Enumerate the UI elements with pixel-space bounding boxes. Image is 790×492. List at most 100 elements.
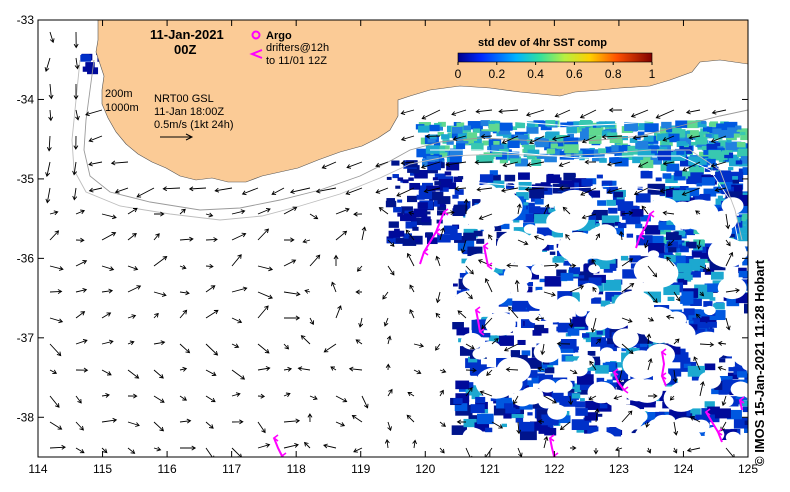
sst-pixel [608,292,615,297]
sst-pixel [546,174,561,184]
current-arrow [387,421,392,432]
sst-pixel [497,335,514,346]
current-arrow [543,436,549,449]
drifter-arrow [738,396,745,404]
current-arrow [478,213,493,220]
sst-pixel [675,230,686,237]
sst-pixel [729,391,735,396]
sst-pixel [577,278,592,287]
sst-pixel [714,134,723,140]
current-arrow [717,340,727,346]
sst-pixel [410,211,420,218]
current-arrow [479,390,493,397]
current-arrow [205,395,216,403]
current-arrow [581,135,597,144]
sst-pixel [587,426,599,434]
sst-pixel [701,146,710,151]
sst-pixel [728,367,736,372]
sst-pixel [535,286,543,292]
sst-pixel [505,151,512,155]
cloud-gap [717,276,747,300]
sst-pixel [553,151,561,157]
sst-pixel [414,170,428,179]
sst-pixel [742,167,748,175]
sst-pixel [684,274,693,281]
sst-pixel [594,125,602,130]
cloud-gap [477,441,490,452]
drifter-track [613,371,625,391]
plot-frame [37,19,749,458]
sst-pixel [663,284,680,296]
sst-pixel [599,331,607,336]
sst-pixel [541,364,548,369]
current-arrow [409,309,415,319]
sst-pixel [621,347,628,352]
cloud-gap [588,264,601,274]
sst-pixel [529,188,545,199]
sst-pixel [395,238,405,244]
sst-pixel [635,140,649,149]
current-arrow [551,135,571,142]
sst-pixel [591,297,602,304]
sst-pixel [437,196,451,205]
sst-pixel [606,427,622,437]
cloud-gap [622,423,635,433]
sst-pixel [434,181,441,186]
sst-pixel [401,206,413,214]
current-arrow [648,393,658,399]
current-arrow [452,135,467,141]
sst-pixel [455,393,470,402]
current-arrow [179,236,194,242]
drifter-arrow [660,348,667,356]
sst-pixel [451,425,467,435]
current-arrow [49,317,64,324]
lon-tick-label: 115 [93,462,112,476]
current-arrow [686,447,701,453]
sst-pixel [604,258,616,266]
sst-pixel [412,226,419,231]
drifter-track [273,437,283,457]
sst-pixel [412,169,420,174]
current-arrow [647,317,655,322]
sst-pixel [742,221,748,225]
drifter-arrow [612,368,619,376]
sst-pixel [614,221,621,226]
sst-pixel [707,321,717,328]
sst-pixel [662,173,672,179]
sst-pixel [432,177,438,181]
sst-pixel [729,156,739,163]
sst-pixel [541,414,559,426]
current-arrow [331,281,337,293]
current-arrow [382,291,389,300]
sst-pixel [668,236,682,245]
sst-pixel [631,429,638,434]
current-arrow [484,278,493,293]
sst-pixel [385,200,397,208]
cloud-gap [663,384,699,412]
sst-pixel [418,190,433,200]
sst-pixel [458,386,468,392]
colorbar-tick-label: 0.2 [488,67,505,81]
sst-pixel [488,335,499,342]
current-arrow [101,417,118,423]
cloud-gap [511,390,533,407]
sst-pixel [687,365,706,377]
sst-pixel [457,132,467,139]
sst-pixel [608,207,618,214]
sst-pixel [403,233,412,239]
current-arrow [435,343,441,351]
current-arrow [517,239,529,246]
sst-pixel [731,184,743,192]
current-arrow [439,447,445,454]
sst-pixel [518,172,530,180]
cloud-gap [557,231,598,263]
sst-pixel [518,202,535,213]
sst-pixel [572,316,589,327]
current-arrow [537,366,545,372]
sst-pixel [479,131,491,139]
sst-pixel [645,225,661,235]
current-arrow [594,408,600,423]
sst-pixel [596,330,603,335]
sst-pixel [735,160,743,165]
current-arrow [439,227,445,241]
